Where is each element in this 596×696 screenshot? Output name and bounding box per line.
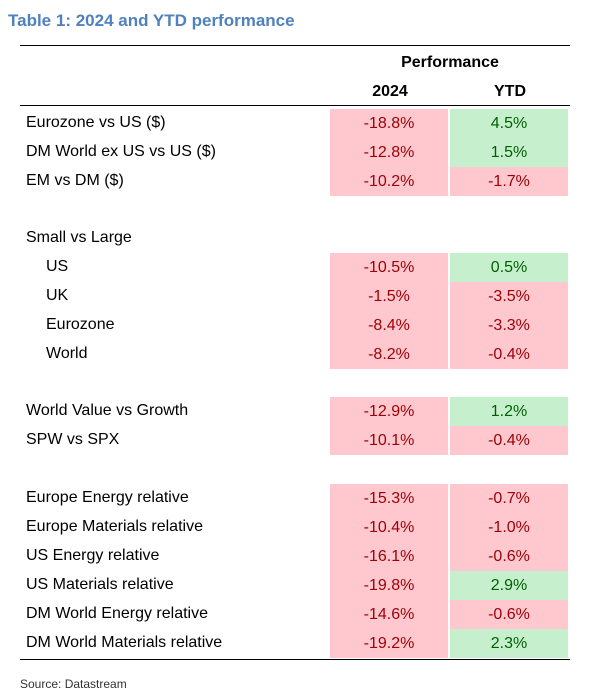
value-2024: -16.1% bbox=[330, 542, 448, 571]
value-ytd: -3.3% bbox=[450, 311, 568, 340]
header-group-row: Performance bbox=[20, 45, 570, 78]
value-ytd: -1.7% bbox=[450, 167, 568, 196]
header-2024: 2024 bbox=[372, 83, 408, 100]
table-row: World -8.2% -0.4% bbox=[20, 340, 570, 369]
row-label: DM World Materials relative bbox=[26, 634, 223, 651]
row-label: DM World Energy relative bbox=[26, 605, 208, 622]
row-label: World bbox=[46, 345, 88, 362]
table-row: Europe Materials relative -10.4% -1.0% bbox=[20, 513, 570, 542]
table-row: Eurozone -8.4% -3.3% bbox=[20, 311, 570, 340]
table-row: EM vs DM ($) -10.2% -1.7% bbox=[20, 167, 570, 196]
header-performance: Performance bbox=[401, 54, 499, 71]
row-label: DM World ex US vs US ($) bbox=[26, 143, 216, 160]
value-2024: -8.2% bbox=[330, 340, 448, 369]
value-ytd: 1.5% bbox=[450, 138, 568, 167]
table-row: UK -1.5% -3.5% bbox=[20, 282, 570, 311]
value-2024: -12.8% bbox=[330, 138, 448, 167]
value-2024: -14.6% bbox=[330, 600, 448, 629]
section-heading-row: Small vs Large bbox=[20, 224, 570, 253]
table-row: World Value vs Growth -12.9% 1.2% bbox=[20, 397, 570, 426]
value-ytd: -0.4% bbox=[450, 340, 568, 369]
value-ytd: -0.4% bbox=[450, 426, 568, 455]
row-label: Eurozone vs US ($) bbox=[26, 114, 166, 131]
header-ytd: YTD bbox=[494, 83, 526, 100]
row-label: US bbox=[46, 258, 69, 275]
table-bottom-border bbox=[20, 659, 570, 660]
value-2024: -19.8% bbox=[330, 571, 448, 600]
row-label: US Energy relative bbox=[26, 547, 160, 564]
value-ytd: -0.6% bbox=[450, 542, 568, 571]
value-2024: -10.4% bbox=[330, 513, 448, 542]
row-label: Eurozone bbox=[46, 316, 115, 333]
row-label: SPW vs SPX bbox=[26, 431, 120, 448]
header-columns-row: 2024 YTD bbox=[20, 77, 570, 106]
value-2024: -1.5% bbox=[330, 282, 448, 311]
table-row: DM World Energy relative -14.6% -0.6% bbox=[20, 600, 570, 629]
section-heading: Small vs Large bbox=[26, 229, 132, 246]
value-ytd: 2.3% bbox=[450, 629, 568, 658]
table-row: Eurozone vs US ($) -18.8% 4.5% bbox=[20, 109, 570, 138]
table-row: US -10.5% 0.5% bbox=[20, 253, 570, 282]
row-label: Europe Energy relative bbox=[26, 489, 189, 506]
value-ytd: 2.9% bbox=[450, 571, 568, 600]
table-row: US Materials relative -19.8% 2.9% bbox=[20, 571, 570, 600]
value-2024: -18.8% bbox=[330, 109, 448, 138]
value-ytd: 0.5% bbox=[450, 253, 568, 282]
source-note: Source: Datastream bbox=[20, 677, 127, 691]
table-row: SPW vs SPX -10.1% -0.4% bbox=[20, 426, 570, 455]
table-row: DM World Materials relative -19.2% 2.3% bbox=[20, 629, 570, 658]
value-ytd: -1.0% bbox=[450, 513, 568, 542]
table-title: Table 1: 2024 and YTD performance bbox=[8, 11, 295, 30]
value-ytd: -0.7% bbox=[450, 484, 568, 513]
value-2024: -19.2% bbox=[330, 629, 448, 658]
row-label: World Value vs Growth bbox=[26, 402, 189, 419]
table-row: US Energy relative -16.1% -0.6% bbox=[20, 542, 570, 571]
value-2024: -10.1% bbox=[330, 426, 448, 455]
table-row: DM World ex US vs US ($) -12.8% 1.5% bbox=[20, 138, 570, 167]
value-2024: -12.9% bbox=[330, 397, 448, 426]
value-2024: -10.2% bbox=[330, 167, 448, 196]
value-ytd: -0.6% bbox=[450, 600, 568, 629]
value-ytd: 4.5% bbox=[450, 109, 568, 138]
value-2024: -15.3% bbox=[330, 484, 448, 513]
value-2024: -10.5% bbox=[330, 253, 448, 282]
value-ytd: -3.5% bbox=[450, 282, 568, 311]
row-label: US Materials relative bbox=[26, 576, 174, 593]
value-2024: -8.4% bbox=[330, 311, 448, 340]
row-label: UK bbox=[46, 287, 69, 304]
row-label: Europe Materials relative bbox=[26, 518, 203, 535]
table-row: Europe Energy relative -15.3% -0.7% bbox=[20, 484, 570, 513]
value-ytd: 1.2% bbox=[450, 397, 568, 426]
row-label: EM vs DM ($) bbox=[26, 172, 124, 189]
